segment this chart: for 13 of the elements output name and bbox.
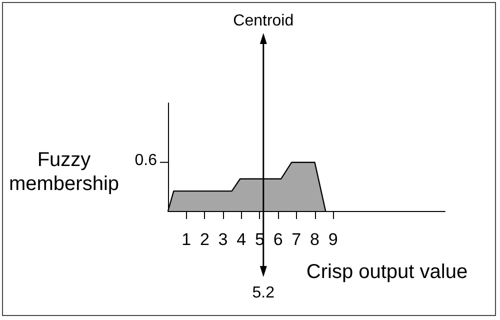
x-tick-label: 6 (273, 230, 283, 249)
text: 0.6 (134, 152, 158, 169)
x-tick-label: 2 (200, 230, 210, 249)
x-tick-label: 7 (292, 230, 302, 249)
ref-line-label: Centroid (233, 12, 294, 30)
x-tick-label: 3 (218, 230, 228, 249)
x-tick-label: 9 (328, 230, 338, 249)
x-axis-title: Crisp output value (306, 261, 468, 283)
x-tick-label: 4 (236, 230, 246, 249)
x-tick-label: 8 (310, 230, 320, 249)
x-tick-label: 1 (182, 230, 192, 249)
text: 5.2 (252, 284, 275, 302)
y-axis-title: Fuzzy membership (8, 149, 120, 195)
